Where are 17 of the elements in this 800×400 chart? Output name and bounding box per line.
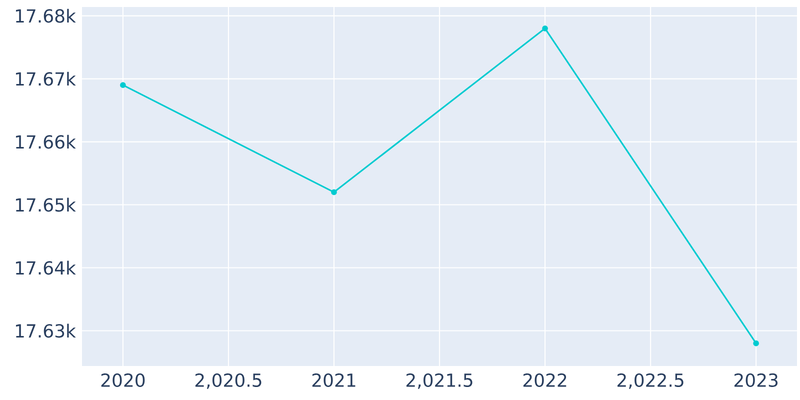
x-tick-label: 2021 (312, 373, 356, 387)
x-tick-label: 2,020.5 (195, 373, 262, 389)
x-tick-label: 2022 (523, 373, 566, 387)
y-tick-label: 17.67k (16, 72, 76, 86)
y-tick-label: 17.68k (16, 8, 76, 23)
point (753, 340, 759, 346)
point (331, 189, 337, 196)
x-tick-label: 2,021.5 (406, 373, 472, 389)
y-tick-label: 17.63k (16, 324, 76, 338)
x-tick-label: 2020 (101, 373, 145, 387)
point (542, 25, 548, 32)
y-tick-label: 17.65k (16, 198, 76, 212)
y-tick-label: 17.66k (16, 134, 76, 149)
x-tick-label: 2023 (734, 373, 778, 387)
x-tick-label: 2,022.5 (618, 373, 684, 389)
y-tick-label: 17.64k (16, 260, 76, 275)
point (120, 82, 126, 88)
